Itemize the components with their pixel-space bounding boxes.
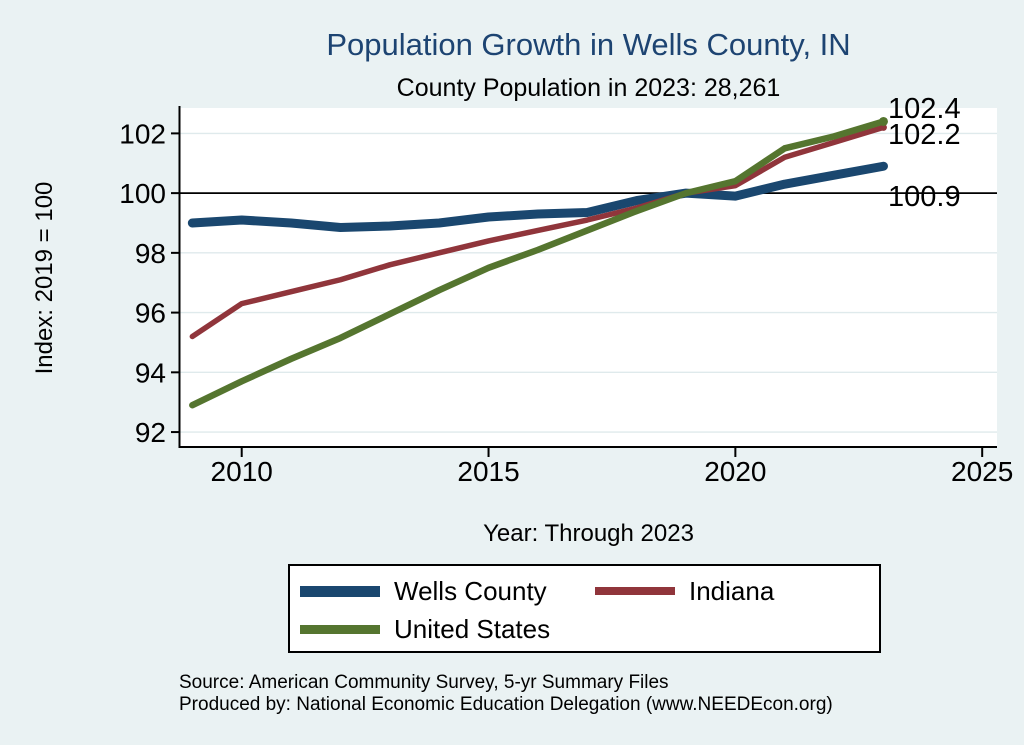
united-states-line-swatch-icon — [300, 624, 380, 634]
legend-item-wells-county: Wells County — [300, 576, 595, 607]
y-axis-title: Index: 2019 = 100 — [31, 181, 58, 375]
svg-text:100: 100 — [119, 178, 166, 209]
end-label-united-states: 102.4 — [888, 93, 961, 125]
tick-labels: 92 94 96 98 100 102 2010 2015 2020 2025 — [119, 118, 1013, 487]
data-series — [187, 116, 888, 409]
axes — [171, 106, 997, 457]
svg-text:92: 92 — [135, 417, 166, 448]
chart-title: Population Growth in Wells County, IN — [326, 27, 851, 62]
legend-item-indiana: Indiana — [595, 576, 879, 607]
svg-text:2015: 2015 — [457, 456, 519, 487]
legend-label-wells-county: Wells County — [394, 575, 547, 606]
producer-note: Produced by: National Economic Education… — [179, 693, 833, 715]
svg-text:96: 96 — [135, 298, 166, 329]
svg-text:2010: 2010 — [211, 456, 273, 487]
legend-label-united-states: United States — [394, 613, 551, 644]
legend-label-indiana: Indiana — [689, 575, 775, 606]
indiana-line-swatch-icon — [595, 587, 675, 595]
svg-text:94: 94 — [135, 357, 166, 388]
end-label-wells-county: 100.9 — [888, 181, 961, 213]
svg-text:102: 102 — [119, 118, 166, 149]
legend: Wells County Indiana United States — [288, 564, 881, 653]
svg-text:2020: 2020 — [704, 456, 766, 487]
svg-text:98: 98 — [135, 238, 166, 269]
wells-county-line-swatch-icon — [300, 585, 380, 597]
end-label-indiana: 102.2 — [888, 119, 961, 151]
source-note: Source: American Community Survey, 5-yr … — [179, 672, 669, 693]
plot-background — [180, 108, 997, 447]
chart-subtitle: County Population in 2023: 28,261 — [396, 74, 781, 102]
source-notes: Source: American Community Survey, 5-yr … — [179, 672, 833, 715]
svg-text:2025: 2025 — [951, 456, 1013, 487]
x-axis-title: Year: Through 2023 — [483, 520, 694, 547]
legend-item-united-states: United States — [300, 614, 595, 645]
